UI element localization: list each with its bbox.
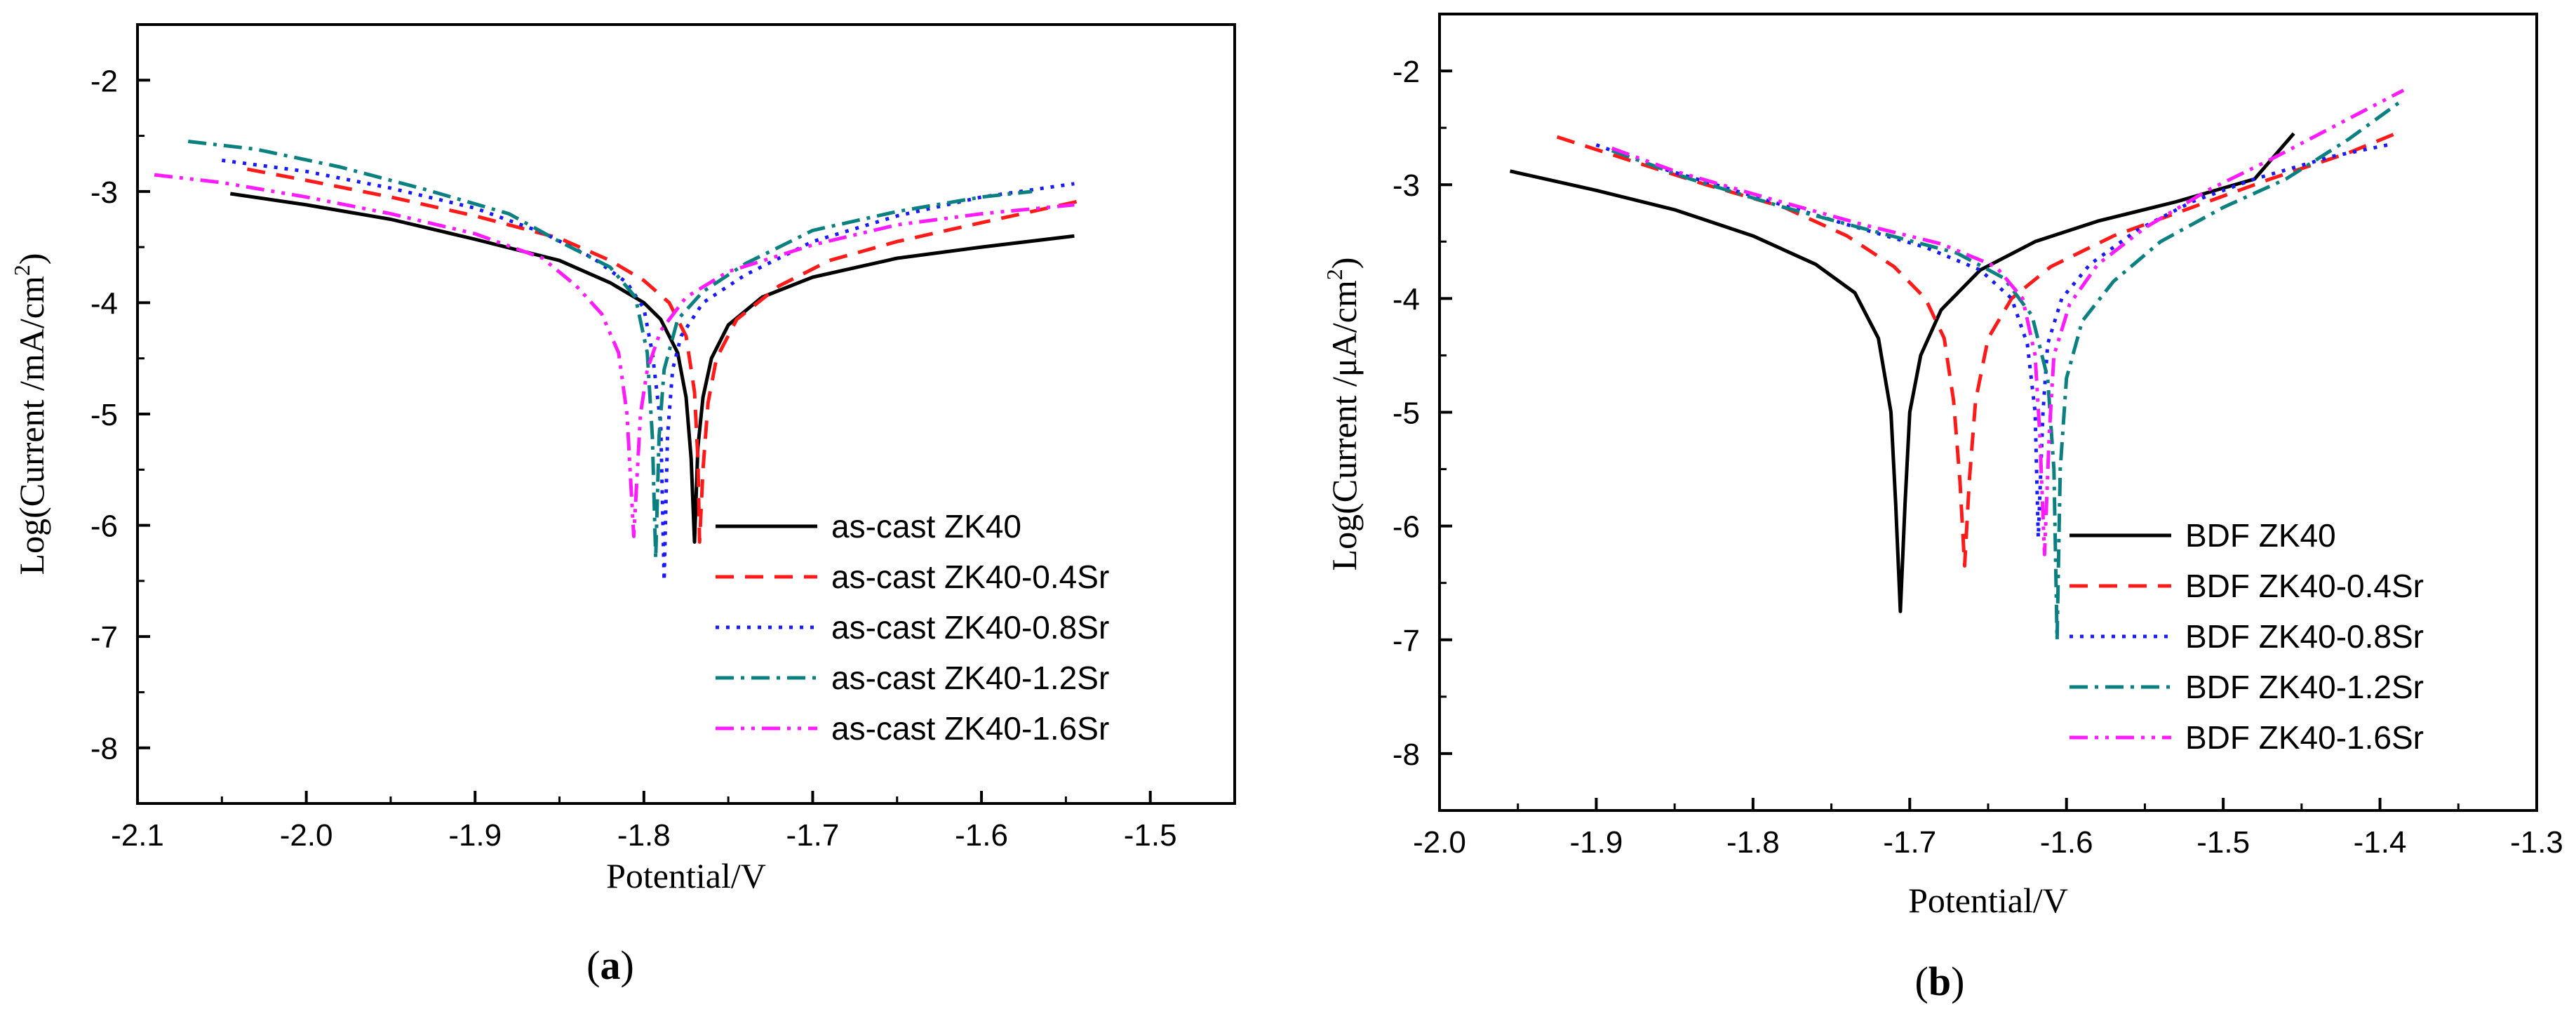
y-tick-label: -4 bbox=[1393, 282, 1420, 316]
series-line-5 bbox=[1611, 88, 2405, 556]
series-line-3 bbox=[221, 159, 1075, 583]
x-tick-label: -1.6 bbox=[2040, 825, 2093, 860]
y-axis-label: Log(Current /mA/cm2) bbox=[9, 253, 51, 575]
x-tick-label: -1.3 bbox=[2510, 825, 2563, 860]
legend-label-5: as-cast ZK40-1.6Sr bbox=[831, 710, 1109, 747]
series-line-4 bbox=[1611, 98, 2405, 642]
x-tick-label: -2.1 bbox=[111, 818, 164, 853]
x-axis-label: Potential/V bbox=[606, 856, 766, 895]
series-line-4 bbox=[187, 140, 1033, 561]
series-line-1 bbox=[229, 192, 1075, 544]
legend-label-3: BDF ZK40-0.8Sr bbox=[2185, 618, 2424, 655]
y-tick-label: -5 bbox=[90, 398, 118, 432]
y-tick-label: -2 bbox=[90, 64, 118, 98]
y-tick-label: -5 bbox=[1393, 396, 1420, 431]
y-tick-label: -8 bbox=[1393, 738, 1420, 772]
x-tick-label: -1.5 bbox=[1124, 818, 1177, 853]
x-tick-label: -1.4 bbox=[2354, 825, 2407, 860]
x-tick-label: -1.9 bbox=[448, 818, 502, 853]
x-tick-label: -1.8 bbox=[617, 818, 671, 853]
legend-label-5: BDF ZK40-1.6Sr bbox=[2185, 719, 2424, 756]
series-line-3 bbox=[1595, 143, 2389, 540]
series-line-1 bbox=[1509, 132, 2295, 613]
y-tick-label: -3 bbox=[90, 175, 118, 210]
legend-label-1: as-cast ZK40 bbox=[831, 508, 1021, 545]
x-tick-label: -1.9 bbox=[1570, 825, 1623, 860]
legend-label-1: BDF ZK40 bbox=[2185, 517, 2336, 554]
y-axis-label: Log(Current /μA/cm2) bbox=[1322, 258, 1364, 571]
legend-label-3: as-cast ZK40-0.8Sr bbox=[831, 609, 1109, 646]
y-tick-label: -7 bbox=[1393, 624, 1420, 658]
y-tick-label: -2 bbox=[1393, 55, 1420, 89]
legend-label-2: as-cast ZK40-0.4Sr bbox=[831, 559, 1109, 595]
x-tick-label: -2.0 bbox=[280, 818, 333, 853]
y-tick-label: -7 bbox=[90, 620, 118, 655]
x-tick-label: -1.5 bbox=[2196, 825, 2250, 860]
series-line-5 bbox=[154, 173, 1075, 538]
legend-label-2: BDF ZK40-0.4Sr bbox=[2185, 568, 2424, 604]
y-tick-label: -6 bbox=[90, 509, 118, 544]
legend-label-4: as-cast ZK40-1.2Sr bbox=[831, 660, 1109, 696]
y-tick-label: -8 bbox=[90, 732, 118, 766]
panel-b: -2.0 -1.9 -1.8 -1.7 -1.6 -1.5 -1.4 -1.3 -8 -7 -6 -5… bbox=[1322, 13, 2563, 1004]
series-line-2 bbox=[246, 167, 1083, 544]
y-tick-label: -4 bbox=[90, 286, 118, 321]
panel-label: (b) bbox=[1915, 959, 1965, 1004]
y-tick-label: -3 bbox=[1393, 168, 1420, 203]
y-tick-label: -6 bbox=[1393, 510, 1420, 545]
x-axis-label: Potential/V bbox=[1908, 881, 2068, 920]
x-tick-label: -1.8 bbox=[1726, 825, 1780, 860]
x-tick-label: -2.0 bbox=[1413, 825, 1466, 860]
x-tick-label: -1.7 bbox=[786, 818, 840, 853]
x-tick-label: -1.6 bbox=[955, 818, 1008, 853]
panel-a: -2.1 -2.0 -1.9 -1.8 -1.7 -1.6 -1.5 -8 -7 -6 -5 -4 -3… bbox=[9, 23, 1236, 988]
x-tick-label: -1.7 bbox=[1883, 825, 1936, 860]
panel-label: (a) bbox=[586, 942, 634, 988]
legend-label-4: BDF ZK40-1.2Sr bbox=[2185, 669, 2424, 705]
